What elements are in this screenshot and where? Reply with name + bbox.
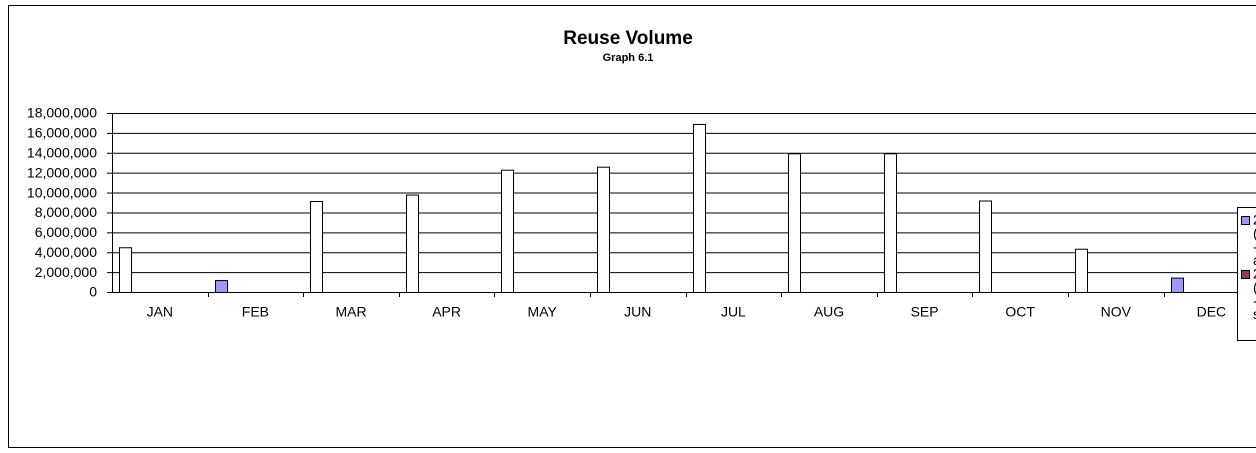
- bar: [406, 194, 419, 294]
- y-tick-label: 14,000,000: [27, 144, 97, 160]
- x-tick-label: FEB: [242, 304, 269, 320]
- x-tick-label: SEP: [911, 304, 939, 320]
- legend-label: (: [1253, 279, 1256, 295]
- x-tick-label: JUN: [624, 304, 651, 320]
- bar: [884, 153, 897, 293]
- chart-title: Reuse Volume: [563, 28, 693, 49]
- bar: [1171, 277, 1184, 294]
- bar: [979, 200, 992, 293]
- x-tick-label: JAN: [147, 304, 173, 320]
- bar: [119, 247, 132, 293]
- bar: [1075, 248, 1088, 294]
- legend-label: -: [1253, 239, 1256, 255]
- bar: [788, 153, 801, 293]
- bar: [215, 280, 228, 294]
- chart-subtitle: Graph 6.1: [603, 52, 654, 64]
- y-tick-label: 2,000,000: [35, 264, 97, 280]
- bar: [693, 123, 706, 293]
- legend-label: s: [1253, 306, 1256, 322]
- legend-label: a: [1253, 252, 1256, 268]
- y-tick-label: 18,000,000: [27, 105, 97, 121]
- bar: [501, 169, 514, 293]
- x-tick-label: MAY: [528, 304, 558, 320]
- bar: [597, 166, 610, 293]
- legend-swatch: [1241, 270, 1250, 279]
- legend-label: (: [1253, 225, 1256, 241]
- chart-border: [8, 5, 1256, 448]
- y-tick-label: 12,000,000: [27, 164, 97, 180]
- y-tick-label: 10,000,000: [27, 184, 97, 200]
- y-tick-label: 0: [89, 284, 97, 300]
- x-tick-label: MAR: [335, 304, 366, 320]
- legend-label: -: [1253, 293, 1256, 309]
- bar: [310, 201, 323, 293]
- legend-label: 2: [1253, 266, 1256, 282]
- y-tick-label: 4,000,000: [35, 244, 97, 260]
- x-tick-label: AUG: [814, 304, 844, 320]
- x-tick-label: OCT: [1005, 304, 1035, 320]
- y-tick-label: 16,000,000: [27, 125, 97, 141]
- x-tick-label: APR: [432, 304, 461, 320]
- y-tick-label: 8,000,000: [35, 204, 97, 220]
- x-tick-label: JUL: [721, 304, 746, 320]
- y-tick-label: 6,000,000: [35, 224, 97, 240]
- legend-label: 2: [1253, 212, 1256, 228]
- x-tick-label: NOV: [1101, 304, 1132, 320]
- legend-swatch: [1241, 216, 1250, 225]
- x-tick-label: DEC: [1197, 304, 1227, 320]
